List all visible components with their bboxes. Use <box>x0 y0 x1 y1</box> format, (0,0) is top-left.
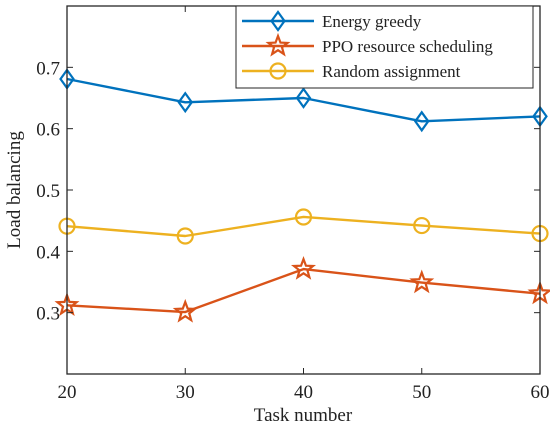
diamond-marker <box>295 87 312 109</box>
series-line <box>66 267 541 314</box>
star-marker <box>409 269 435 294</box>
legend-entries: Energy greedy PPO resource scheduling Rand… <box>242 10 493 81</box>
legend-entry: PPO resource scheduling <box>242 32 493 57</box>
x-axis-label: Task number <box>254 405 353 426</box>
series-line <box>66 215 541 238</box>
x-tick-label: 60 <box>531 382 550 403</box>
tick-layer: 20 30 40 50 60 0.3 0.4 0.5 0.6 0.7 <box>36 6 550 403</box>
y-tick-label: 0.7 <box>36 58 60 79</box>
series-circle <box>58 208 549 245</box>
circle-marker <box>413 216 431 235</box>
y-axis-label: Load balancing <box>4 131 25 249</box>
y-tick-label: 0.6 <box>36 120 60 141</box>
diamond-marker <box>177 91 194 114</box>
legend-label: PPO resource scheduling <box>322 37 493 56</box>
x-tick-label: 30 <box>176 382 195 403</box>
series-star <box>54 255 550 323</box>
x-tick-label: 40 <box>294 382 313 403</box>
legend-entry: Energy greedy <box>242 10 422 32</box>
x-tick-label: 50 <box>412 382 431 403</box>
star-marker <box>172 298 198 323</box>
y-tick-label: 0.4 <box>36 242 60 263</box>
series-line <box>66 77 541 123</box>
diamond-marker <box>413 110 430 133</box>
legend: Energy greedy PPO resource scheduling Rand… <box>235 5 534 89</box>
circle-marker <box>176 227 194 245</box>
circle-marker <box>269 62 287 80</box>
diamond-marker <box>270 10 286 32</box>
y-tick-label: 0.5 <box>36 181 60 202</box>
star-marker <box>291 255 316 280</box>
legend-entry: Random assignment <box>242 62 461 81</box>
star-marker <box>265 32 291 57</box>
legend-label: Energy greedy <box>322 12 422 31</box>
circle-marker <box>294 208 313 226</box>
x-tick-label: 20 <box>58 382 77 403</box>
legend-label: Random assignment <box>322 62 461 81</box>
y-tick-label: 0.3 <box>36 304 60 325</box>
series-layer <box>54 68 550 323</box>
